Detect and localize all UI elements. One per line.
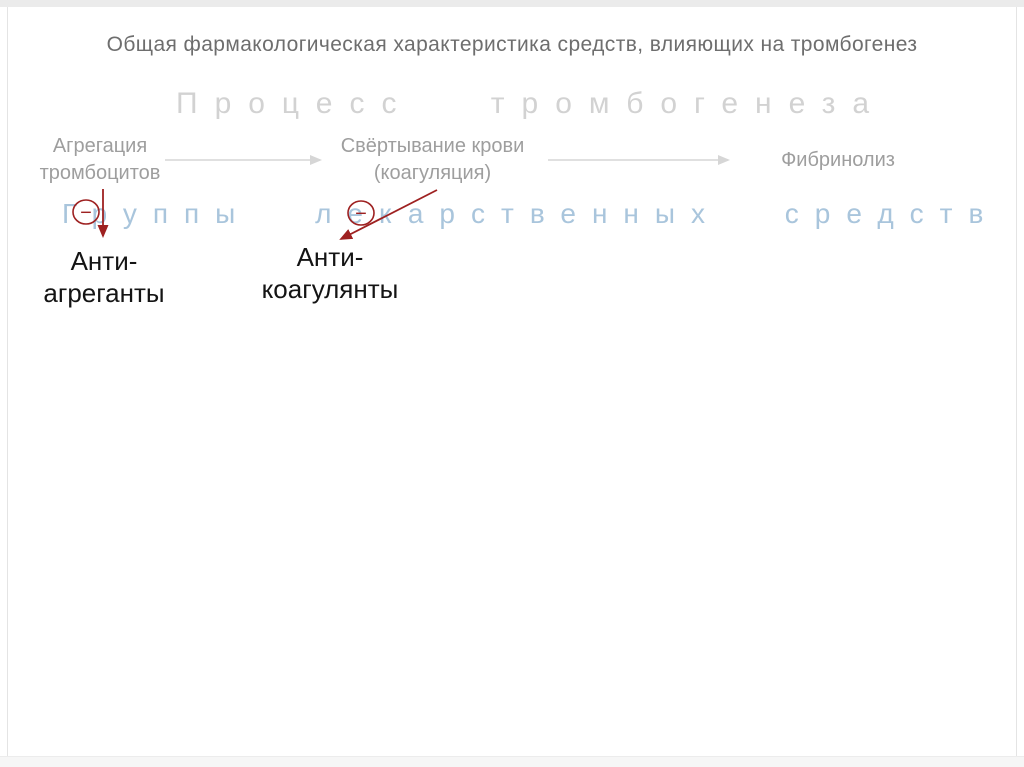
- process-step-platelet-aggregation: Агрегация тромбоцитов: [15, 133, 185, 187]
- drug-group-label-line: Анти-: [296, 242, 364, 272]
- slide-title: Общая фармакологическая характеристика с…: [106, 33, 918, 56]
- drug-group-label-line: агреганты: [43, 278, 165, 308]
- step-label-line: Фибринолиз: [781, 149, 895, 171]
- process-section-heading: Процесс тромбогенеза: [176, 87, 887, 120]
- slide-frame-right-edge: [1016, 7, 1017, 756]
- process-step-coagulation: Свёртывание крови (коагуляция): [325, 133, 540, 187]
- step-label-line: Свёртывание крови: [340, 135, 525, 157]
- slide-frame-left-edge: [7, 7, 8, 756]
- process-step-fibrinolysis: Фибринолиз: [763, 147, 913, 174]
- step-label-line: тромбоцитов: [39, 162, 161, 184]
- drug-group-label-line: Анти-: [70, 246, 138, 276]
- groups-section-heading: Группы лекарственных средств: [62, 198, 1000, 229]
- slide-frame-top-edge: [0, 0, 1024, 7]
- step-label-line: (коагуляция): [373, 162, 492, 184]
- drug-group-anticoagulants: Анти- коагулянты: [255, 241, 405, 305]
- drug-group-antiaggregants: Анти- агреганты: [34, 245, 174, 309]
- step-label-line: Агрегация: [52, 135, 148, 157]
- slide-frame-bottom-edge: [0, 756, 1024, 767]
- drug-group-label-line: коагулянты: [261, 274, 399, 304]
